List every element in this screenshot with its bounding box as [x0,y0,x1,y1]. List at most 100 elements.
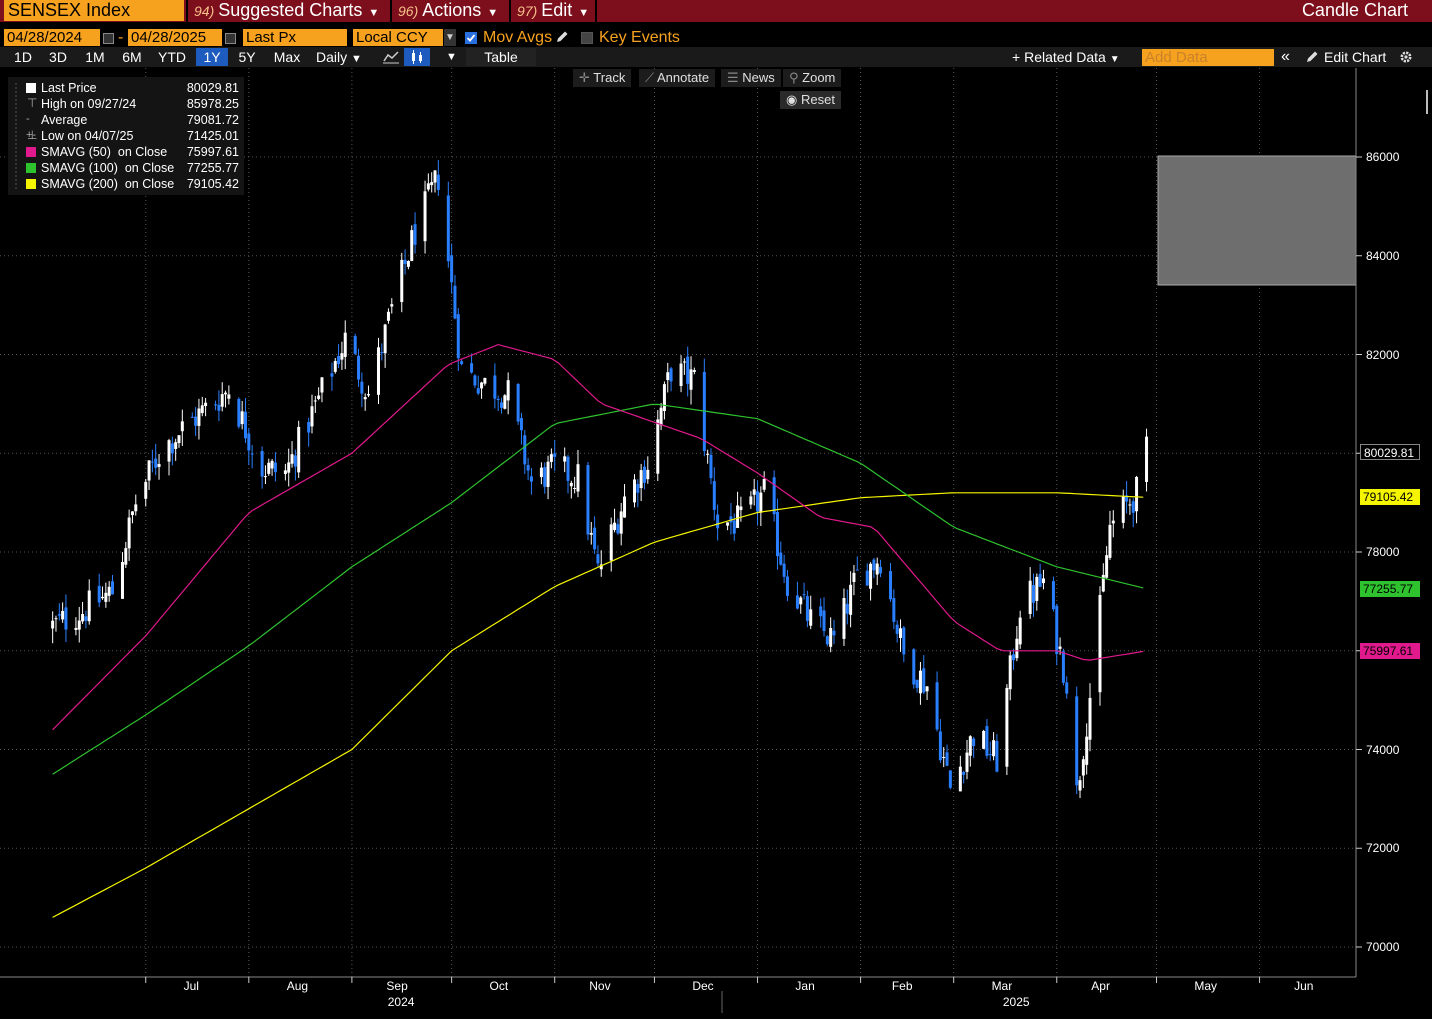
ticker-input[interactable]: SENSEX Index [4,0,184,21]
candle-body [995,741,999,772]
candle [895,620,899,643]
timeframe-1d[interactable]: 1D [14,49,32,65]
candle [426,173,430,192]
timeframe-max[interactable]: Max [273,49,301,65]
add-data-input[interactable]: Add Data [1142,49,1274,66]
candle [433,169,437,193]
mov-avgs-checkbox[interactable] [465,32,477,44]
low-marker-icon: ⊥ [27,128,38,142]
timeframe-ytd[interactable]: YTD [158,49,186,65]
chevron-down-icon: ▼ [578,7,590,19]
candle [842,588,846,646]
news-button[interactable]: ☰ News [721,69,781,87]
chevron-down-icon[interactable]: ▼ [444,29,456,46]
end-date-field[interactable]: 04/28/2025 [128,29,222,46]
legend-label: SMAVG (50) on Close [41,145,168,159]
title-bar [0,0,1432,22]
candle-chart[interactable] [0,68,1432,1019]
edit-chart-button[interactable]: Edit Chart [1324,49,1387,65]
candle [519,412,523,445]
line-chart-icon[interactable] [382,49,400,65]
candle-body [732,520,736,534]
candle [779,541,783,566]
candle-body [227,394,231,399]
actions-menu[interactable]: 96) Actions ▼ [398,0,498,22]
candle [925,686,929,701]
chevron-down-icon[interactable]: ▼ [446,51,457,63]
candle-body [493,375,497,399]
candle [473,374,477,389]
candle-body [739,506,743,511]
timeframe-6m[interactable]: 6M [122,49,142,65]
candle-chart-button[interactable] [404,48,430,66]
candle [589,521,593,545]
candle-body [240,411,244,425]
candle-body [682,361,686,363]
key-events-label: Key Events [599,29,680,46]
candle-body [1018,617,1022,645]
candle [805,590,809,628]
candle [982,729,986,750]
legend-label: Low on 04/07/25 [41,129,134,143]
candle [915,679,919,693]
gear-icon[interactable] [1398,49,1414,65]
candle [174,438,178,461]
track-button[interactable]: ✛ Track [573,69,632,87]
candle [227,385,231,405]
candle [569,480,573,499]
candle-body [646,469,650,480]
candle-body [716,514,720,529]
related-data-menu[interactable]: + Related Data ▼ [1012,48,1120,66]
currency-select[interactable]: Local CCY [353,29,443,46]
candle [599,550,603,577]
legend-collapse-handle[interactable] [12,83,20,189]
candle-body [1145,436,1149,482]
candle [706,449,710,464]
candle-body [992,740,996,757]
timeframe-5y[interactable]: 5Y [238,49,256,65]
calendar-icon[interactable] [103,33,114,44]
timeframe-1y[interactable]: 1Y [196,48,228,66]
candle-body [297,426,301,473]
candle [819,598,823,628]
candle-body [120,561,124,599]
candle [875,557,879,586]
candle-body [918,670,922,694]
candle [273,452,277,482]
candle-body [752,489,756,495]
menu-label: Suggested Charts [218,0,363,20]
candle-body [782,563,786,577]
reset-button[interactable]: ◉ Reset [780,91,841,109]
timeframe-1m[interactable]: 1M [85,49,105,65]
timeframe-3d[interactable]: 3D [49,49,67,65]
candle-body [1098,594,1102,693]
suggested-charts-menu[interactable]: 94) Suggested Charts ▼ [194,0,379,22]
candle-body [686,356,690,384]
calendar-icon[interactable] [225,33,236,44]
candle [77,606,81,643]
annotate-button[interactable]: ⟋ Annotate [639,69,716,87]
candle-body [526,464,530,471]
candle-body [1131,501,1135,513]
legend-value: 75997.61 [186,145,239,159]
start-date-field[interactable]: 04/28/2024 [4,29,100,46]
candle-body [613,522,617,531]
double-chevron-left-icon[interactable]: « [1281,48,1290,65]
edit-menu[interactable]: 97) Edit ▼ [517,0,589,22]
legend-row-high: ⊤ High on 09/27/24 85978.25 [8,96,244,112]
candle-body [549,454,553,462]
candle [177,435,181,448]
table-button[interactable]: Table [466,48,536,66]
key-events-checkbox[interactable] [581,32,593,44]
candle [147,460,151,491]
candle-body [433,170,437,183]
zoom-button[interactable]: ⚲ Zoom [783,69,842,87]
candle [194,406,198,436]
frequency-select[interactable]: Daily ▼ [316,48,362,66]
candle-body [343,332,347,357]
price-field-select[interactable]: Last Px [243,29,347,46]
zoom-selection-box[interactable] [1157,155,1357,286]
pencil-icon[interactable] [555,30,569,44]
candle [809,595,813,630]
candle-body [692,370,696,372]
